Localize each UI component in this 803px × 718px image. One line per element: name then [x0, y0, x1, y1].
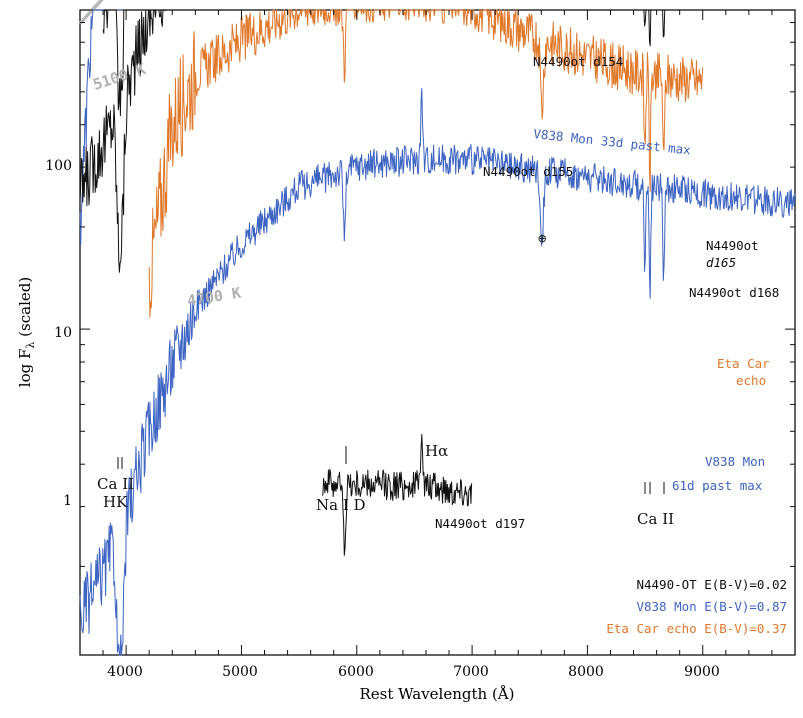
marker-label-ca-ii-ir: Ca II: [637, 510, 674, 528]
y-tick-label: 1: [63, 493, 72, 509]
telluric-icon: ⊕: [538, 231, 547, 247]
bb-label-4700: 4700 K: [186, 284, 242, 310]
series-label-d197: N4490ot d197: [435, 516, 525, 531]
legend-entry-eta-car: Eta Car echo E(B-V)=0.37: [606, 621, 787, 636]
y-tick-label: 10: [54, 325, 72, 341]
halpha-label: Hα: [425, 442, 448, 460]
y-axis-label-tail: (scaled): [16, 277, 34, 342]
blackbody-layer: [78, 0, 104, 25]
y-axis-label: log Fλ (scaled): [16, 277, 37, 387]
series-label-v838-61d-a: V838 Mon: [705, 454, 765, 469]
tick-layer: [79, 10, 796, 655]
y-tick-label: 100: [45, 158, 72, 174]
series-label-v838-33d: V838 Mon 33d past max: [533, 126, 692, 157]
x-tick-label: 7000: [453, 664, 489, 680]
series-label-d165-b: d165: [706, 255, 736, 270]
series-line: [321, 434, 473, 556]
marker-label-na-i-d: Na I D: [316, 496, 366, 514]
marker-ca-hk: [117, 457, 123, 469]
series-label-eta-car-b: echo: [736, 373, 766, 388]
x-tick-label: 6000: [338, 664, 374, 680]
series-line: [79, 9, 795, 273]
x-axis-label: Rest Wavelength (Å): [359, 685, 514, 703]
series-label-d154: N4490ot d154: [533, 54, 623, 69]
marker-label-hk: HK: [103, 493, 128, 511]
legend-entry-v838: V838 Mon E(B-V)=0.87: [636, 599, 787, 614]
series-label-eta-car-a: Eta Car: [717, 356, 770, 371]
x-tick-label: 4000: [107, 664, 143, 680]
y-axis-label-sub: λ: [24, 342, 37, 349]
series-label-d168: N4490ot d168: [689, 285, 779, 300]
legend-entry-n4490: N4490-OT E(B-V)=0.02: [636, 577, 787, 592]
series-layer: [79, 9, 796, 656]
blackbody-curve: [78, 0, 104, 25]
series-line: [79, 9, 795, 245]
x-tick-label: 5000: [222, 664, 258, 680]
series-label-d155: N4490ot d155: [483, 164, 573, 179]
x-tick-label: 9000: [684, 664, 720, 680]
series-line: [79, 88, 796, 656]
series-label-v838-61d-b: 61d past max: [672, 478, 763, 493]
x-tick-label: 8000: [568, 664, 604, 680]
marker-ca-ir: [644, 482, 665, 494]
marker-label-ca-ii-hk: Ca II: [97, 475, 134, 493]
y-axis-label-main: log F: [16, 349, 34, 388]
series-label-d165-a: N4490ot: [706, 238, 759, 253]
